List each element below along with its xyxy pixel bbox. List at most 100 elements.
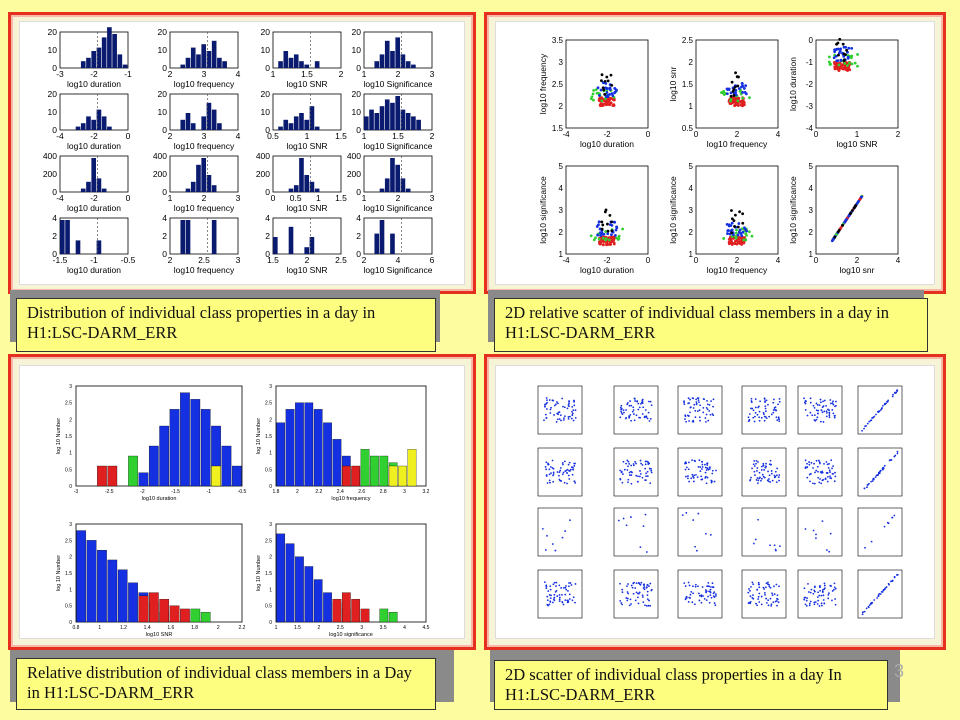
- scatter-point: [843, 62, 847, 65]
- scatter-point: [809, 591, 812, 594]
- scatter-point: [614, 88, 618, 92]
- scatter-point: [648, 467, 651, 470]
- scatter-point: [748, 588, 750, 590]
- hist-bar: [384, 40, 390, 68]
- subplot-axes: [797, 385, 843, 435]
- scatter-point: [692, 519, 695, 521]
- scatter-point: [628, 474, 631, 476]
- hist-bar: [101, 37, 107, 68]
- scatter-point: [557, 411, 560, 414]
- scatter-point: [880, 407, 883, 410]
- scatter-point: [737, 96, 741, 100]
- scatter-point: [706, 408, 709, 411]
- matrix-subplot: [537, 507, 583, 557]
- scatter-point: [713, 591, 716, 594]
- scatter-point: [736, 225, 740, 229]
- scatter-point: [687, 402, 690, 405]
- scatter-point: [573, 480, 576, 483]
- scatter-point: [643, 415, 646, 418]
- scatter-point: [610, 84, 614, 87]
- scatter-point: [571, 414, 574, 417]
- y-tick-label: 0: [269, 620, 272, 626]
- y-tick-label: 0: [162, 249, 167, 259]
- hist-bar: [374, 233, 380, 254]
- scatter-point: [821, 470, 824, 473]
- scatter-point: [683, 582, 686, 585]
- hist-bar: [314, 61, 320, 68]
- hist-bar: [411, 64, 416, 68]
- hist-bar: [400, 109, 406, 130]
- scatter-point: [690, 591, 693, 593]
- x-tick-label: 0.5: [290, 193, 302, 203]
- hist-bar: [309, 181, 315, 192]
- scatter-point: [607, 243, 611, 246]
- x-axis-label: log10 duration: [580, 139, 634, 149]
- hist-bar: [200, 409, 211, 487]
- scatter-point: [828, 412, 831, 415]
- scatter-point: [747, 591, 750, 594]
- scatter-point: [815, 537, 817, 540]
- y-tick-label: 1: [559, 250, 564, 259]
- scatter-point: [712, 405, 714, 408]
- scatter-point: [708, 467, 711, 470]
- scatter-point: [706, 585, 708, 588]
- subplot-axes: [741, 447, 787, 497]
- hist-bar: [379, 188, 385, 192]
- scatter-point: [750, 234, 754, 238]
- scatter-point: [549, 588, 552, 591]
- scatter-point: [775, 481, 778, 483]
- matrix-subplot: [741, 385, 787, 435]
- scatter-point: [813, 603, 816, 606]
- scatter-point: [568, 400, 570, 402]
- scatter-point: [757, 479, 760, 482]
- scatter-point: [844, 218, 848, 222]
- x-tick-label: 2: [855, 256, 860, 265]
- scatter-point: [628, 462, 631, 465]
- scatter-point: [636, 480, 639, 483]
- scatter-point: [749, 479, 751, 482]
- scatter-point: [621, 603, 624, 606]
- scatter-point: [755, 459, 758, 462]
- histogram-grid-figure: 0 10 20 -3 -2 -1 log10 duration 0 10 20 2 3 4 log10 f…: [19, 21, 465, 285]
- scatter-point: [695, 549, 698, 552]
- hist-bar: [304, 402, 314, 487]
- scatter-point: [849, 211, 852, 215]
- scatter-point: [550, 406, 552, 409]
- scatter-point: [703, 463, 706, 466]
- y-tick-label: 10: [261, 45, 271, 55]
- y-tick-label: 3.5: [552, 36, 564, 45]
- scatter-point: [750, 397, 753, 400]
- hist-bar: [148, 445, 159, 487]
- scatter-point: [842, 58, 846, 62]
- scatter-point: [763, 415, 766, 418]
- x-tick-label: 4: [396, 255, 401, 265]
- y-tick-label: 0: [265, 187, 270, 197]
- y-axis-label: log10 significance: [538, 176, 548, 244]
- scatter-point: [726, 232, 729, 235]
- scatter-point: [604, 238, 608, 242]
- x-tick-label: -2: [603, 130, 611, 139]
- scatter-point: [641, 596, 644, 598]
- hist-bar: [351, 598, 361, 623]
- subplot-axes: [797, 507, 843, 557]
- scatter-point: [714, 604, 717, 607]
- scatter-point: [828, 550, 831, 553]
- scatter-point: [758, 592, 761, 595]
- scatter-point: [813, 414, 816, 417]
- scatter-point: [645, 472, 647, 475]
- scatter-point: [727, 242, 731, 246]
- scatter-point: [756, 413, 759, 416]
- scatter-point: [698, 416, 701, 419]
- scatter-point: [566, 599, 569, 602]
- scatter-point: [574, 583, 577, 585]
- scatter-point: [567, 417, 570, 420]
- scatter-point: [896, 450, 899, 453]
- hist-bar: [288, 188, 294, 192]
- scatter-point: [691, 459, 693, 462]
- scatter-point: [832, 588, 835, 591]
- scatter-point: [644, 460, 647, 463]
- scatter-point: [767, 581, 769, 584]
